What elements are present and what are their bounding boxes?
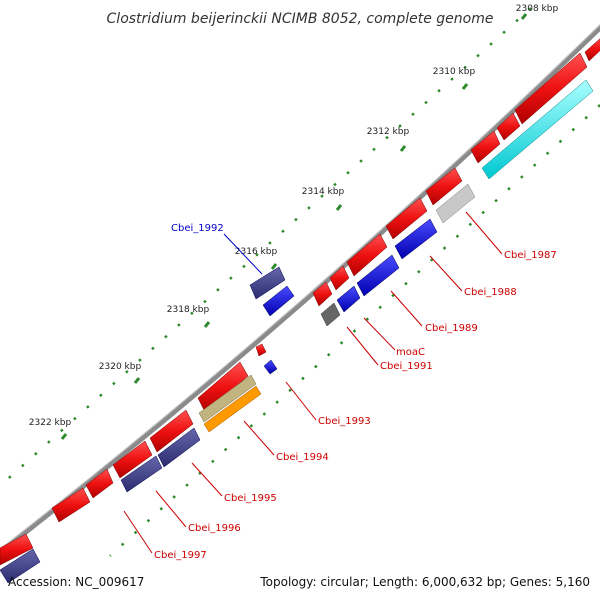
gene-label-cbei-1987: Cbei_1987 [504,250,557,261]
tick-label-2308: 2308 kbp [516,4,559,14]
gene-feature [0,548,41,584]
gene-feature [157,427,201,468]
major-ticks [60,13,528,440]
gene-label-cbei-1993: Cbei_1993 [318,416,371,427]
gene-feature [203,385,262,433]
gene-feature [0,533,34,566]
gene-feature [336,285,361,313]
tick-label-2318: 2318 kbp [167,305,210,315]
tick-label-2310: 2310 kbp [433,67,476,77]
gene-feature [263,359,278,375]
gene-feature [435,183,476,224]
gene-feature [51,487,91,523]
gene-feature [255,343,267,357]
gene-feature [356,254,400,297]
gene-label-moac: moaC [396,347,425,358]
gene-label-cbei-1994: Cbei_1994 [276,452,329,463]
gene-feature [120,455,163,493]
gene-feature [346,233,388,277]
tick-ring [0,7,532,487]
gene-label-cbei-1991: Cbei_1991 [380,361,433,372]
gene-feature [329,265,350,291]
gene-feature [584,38,600,62]
genome-summary-text: Topology: circular; Length: 6,000,632 bp… [259,575,590,589]
gene-feature [394,218,438,260]
gene-label-cbei-1996: Cbei_1996 [188,523,241,534]
gene-label-cbei-1997: Cbei_1997 [154,550,207,561]
tick-label-2322: 2322 kbp [29,418,72,428]
genome-backbone [0,24,600,556]
gene-feature [470,130,501,164]
reverse-strand-genes [0,79,594,584]
gene-label-cbei-1995: Cbei_1995 [224,493,277,504]
forward-strand-genes [0,38,600,566]
accession-text: Accession: NC_009617 [8,575,144,589]
tick-label-2314: 2314 kbp [302,187,345,197]
gene-feature [112,440,153,479]
gene-label-cbei-1989: Cbei_1989 [425,323,478,334]
gene-feature [425,167,463,206]
gene-feature [197,361,249,413]
label-leaders [123,211,503,554]
gene-label-cbei-1992: Cbei_1992 [171,223,224,234]
gene-feature [496,112,521,141]
gene-feature [514,52,588,125]
gene-feature [481,79,594,180]
map-title: Clostridium beijerinckii NCIMB 8052, com… [107,11,494,27]
gene-feature [149,409,194,453]
inner-tick-ring [109,104,600,557]
gene-feature [312,281,333,307]
backbone-highlight [0,24,600,550]
gene-feature [320,302,341,327]
tick-label-2312: 2312 kbp [367,127,410,137]
tick-label-2316: 2316 kbp [235,247,278,257]
gene-feature [249,266,286,300]
gene-feature [385,197,428,240]
tick-label-2320: 2320 kbp [99,362,142,372]
gene-feature [198,374,257,423]
gene-feature [262,285,295,317]
gene-feature [85,468,114,499]
gene-label-cbei-1988: Cbei_1988 [464,287,517,298]
